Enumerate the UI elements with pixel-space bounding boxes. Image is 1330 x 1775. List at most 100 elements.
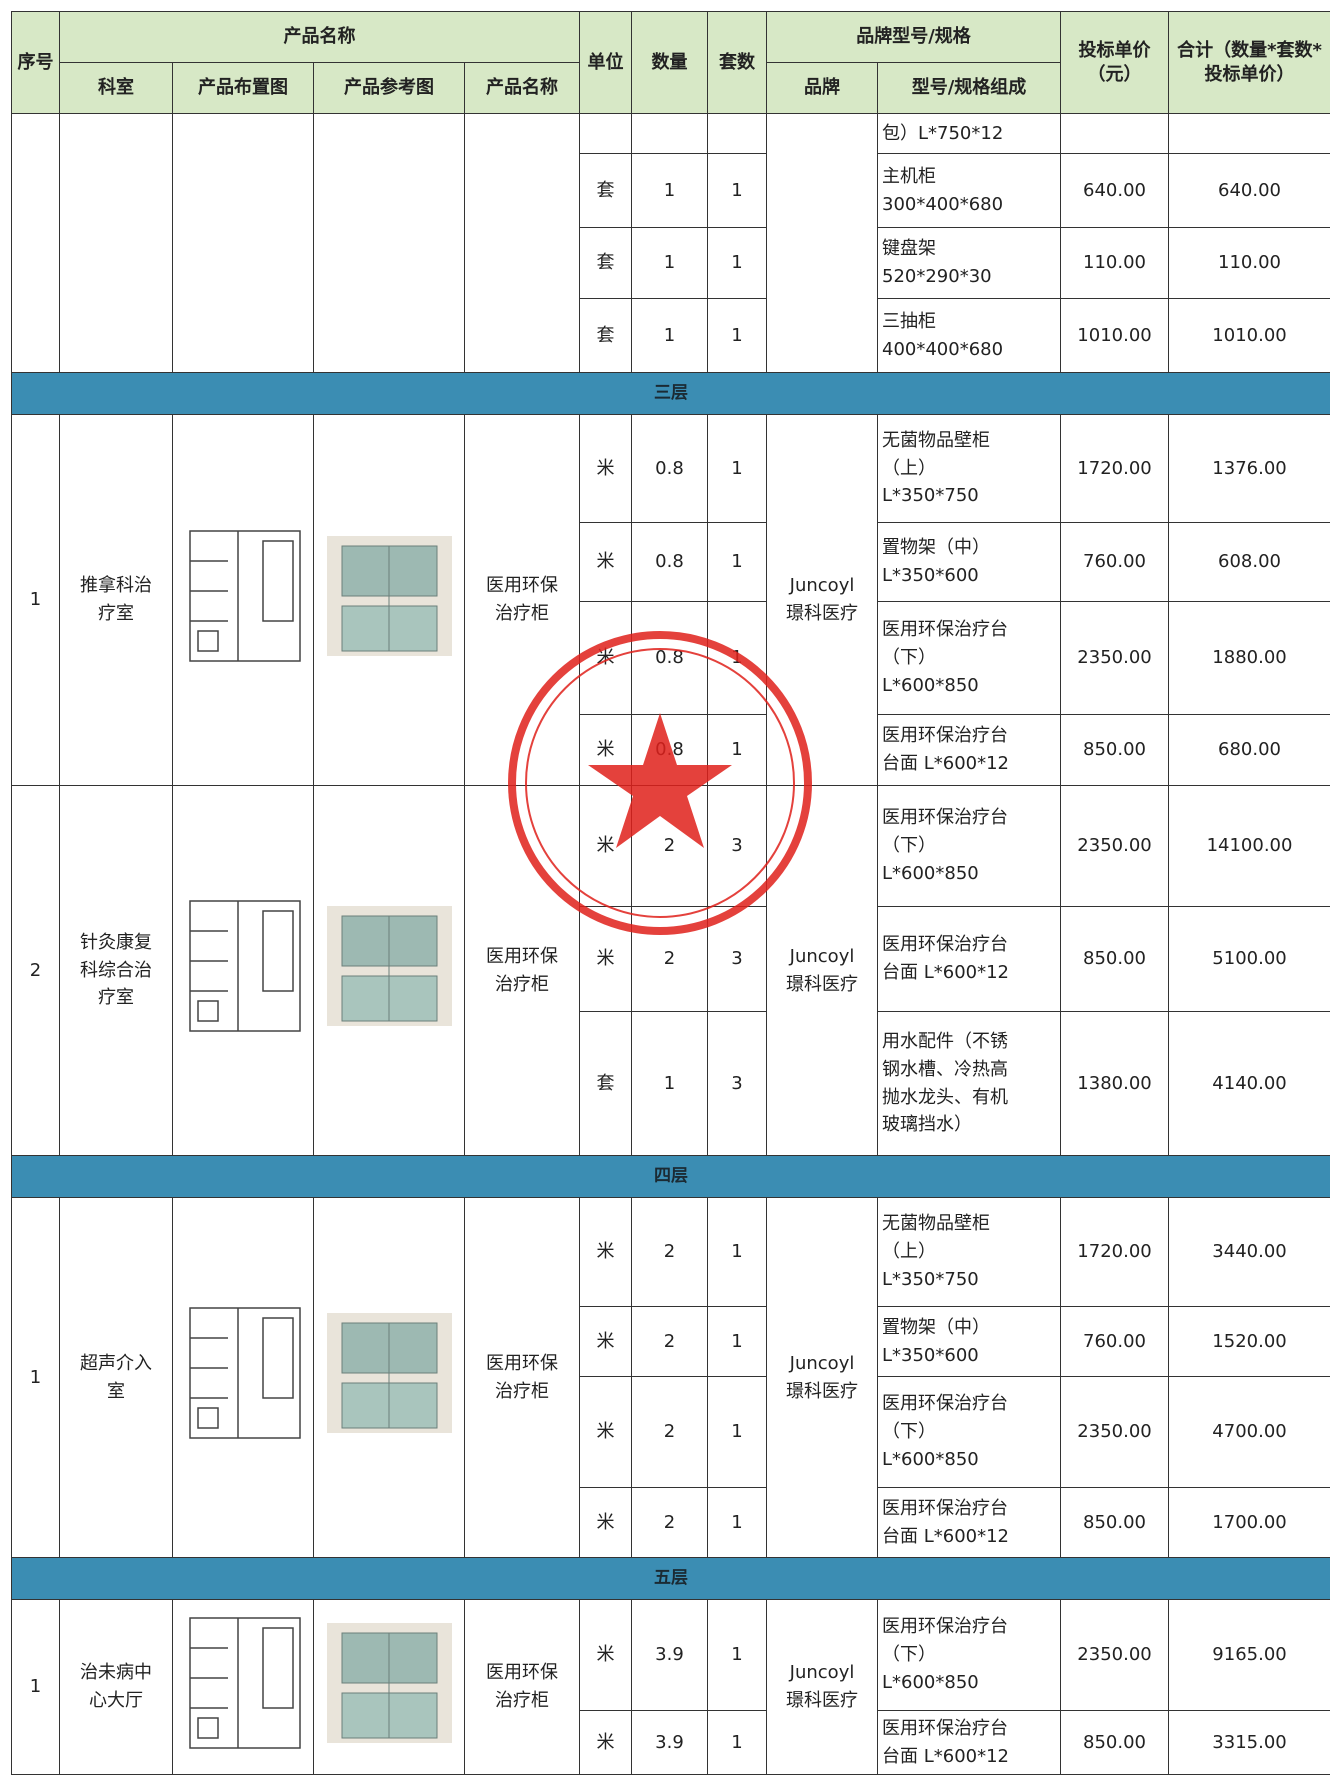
total-cell: 1520.00 bbox=[1168, 1306, 1330, 1377]
sets-cell: 1 bbox=[707, 1599, 767, 1711]
total-cell: 14100.00 bbox=[1168, 785, 1330, 907]
model-cell: 医用环保治疗台 台面 L*600*12 bbox=[876, 714, 1062, 786]
qty-cell: 1 bbox=[631, 298, 708, 373]
layout-cell bbox=[172, 1599, 314, 1775]
layout-drawing bbox=[189, 1616, 301, 1749]
brand-cell bbox=[766, 113, 878, 373]
photo-cell bbox=[313, 414, 465, 786]
price-cell: 850.00 bbox=[1060, 906, 1170, 1012]
layout-cell bbox=[172, 1197, 314, 1558]
brand-cell: Juncoyl 璟科医疗 bbox=[766, 1599, 878, 1775]
model-cell: 医用环保治疗台 台面 L*600*12 bbox=[876, 906, 1062, 1012]
header-cell: 套数 bbox=[707, 11, 767, 114]
total-cell: 1010.00 bbox=[1168, 298, 1330, 373]
price-cell: 2350.00 bbox=[1060, 1376, 1170, 1488]
model-cell: 用水配件（不锈 钢水槽、冷热高 抛水龙头、有机 玻璃挡水） bbox=[876, 1011, 1062, 1156]
model-cell: 无菌物品壁柜 （上） L*350*750 bbox=[876, 1197, 1062, 1307]
unit-cell: 米 bbox=[579, 601, 632, 715]
qty-cell bbox=[631, 113, 708, 154]
price-cell: 1010.00 bbox=[1060, 298, 1170, 373]
item-row: 1 超声介入 室医用环保 治疗柜米 2 1 Juncoyl 璟科医疗 无菌物品壁柜 （上）… bbox=[11, 1197, 1330, 1558]
product-photo bbox=[326, 535, 452, 656]
header-cell: 合计（数量*套数*投标单价） bbox=[1168, 11, 1330, 114]
sets-cell: 3 bbox=[707, 1011, 767, 1156]
sets-cell: 1 bbox=[707, 1197, 767, 1307]
qty-cell: 2 bbox=[631, 906, 708, 1012]
model-cell: 医用环保治疗台 台面 L*600*12 bbox=[876, 1487, 1062, 1558]
qty-cell: 0.8 bbox=[631, 601, 708, 715]
table-body: 包）L*750*12 套 1 1 主机柜 300*400*680 640.00 640.00… bbox=[10, 113, 1330, 1775]
qty-cell: 1 bbox=[631, 227, 708, 299]
item-row: 米 0.8 1 置物架（中） L*350*600 760.00 608.00 bbox=[12, 522, 1330, 602]
item-row: 1 推拿科治 疗室 医用环保 治疗柜米 0.8 1 Juncoyl 璟科医疗 无菌物品壁柜 … bbox=[11, 414, 1330, 786]
qty-cell: 2 bbox=[631, 785, 708, 907]
photo-cell bbox=[313, 785, 465, 1156]
unit-cell: 米 bbox=[579, 714, 632, 786]
total-cell: 5100.00 bbox=[1168, 906, 1330, 1012]
name-cell: 医用环保 治疗柜 bbox=[464, 1599, 580, 1775]
model-cell: 置物架（中） L*350*600 bbox=[876, 522, 1062, 602]
sets-cell: 1 bbox=[707, 227, 767, 299]
header-cell: 产品参考图 bbox=[313, 62, 465, 114]
seq-cell: 2 bbox=[11, 785, 60, 1156]
name-cell bbox=[464, 113, 580, 373]
item-row: 1 治未病中 心大厅 医用环保 治疗柜米 3.9 1 Juncoyl 璟科医疗 医用环保治疗… bbox=[11, 1599, 1330, 1775]
price-cell: 2350.00 bbox=[1060, 785, 1170, 907]
sets-cell: 3 bbox=[707, 906, 767, 1012]
model-cell: 主机柜 300*400*680 bbox=[876, 153, 1062, 228]
model-cell: 医用环保治疗台 （下） L*600*850 bbox=[876, 1376, 1062, 1488]
model-cell: 三抽柜 400*400*680 bbox=[876, 298, 1062, 373]
price-cell: 850.00 bbox=[1060, 1487, 1170, 1558]
section-title: 四层 bbox=[10, 1155, 1330, 1198]
model-cell: 无菌物品壁柜 （上） L*350*750 bbox=[876, 414, 1062, 523]
item-row: 套 1 3 用水配件（不锈 钢水槽、冷热高 抛水龙头、有机 玻璃挡水） 1380.00 4… bbox=[12, 1011, 1330, 1156]
unit-cell: 米 bbox=[579, 1487, 632, 1558]
total-cell: 1880.00 bbox=[1168, 601, 1330, 715]
unit-cell: 套 bbox=[579, 1011, 632, 1156]
sets-cell: 1 bbox=[707, 1710, 767, 1775]
dept-cell: 治未病中 心大厅 bbox=[59, 1599, 173, 1775]
photo-cell bbox=[313, 1197, 465, 1558]
total-cell: 4140.00 bbox=[1168, 1011, 1330, 1156]
quote-table: 序号 产品名称 单位 数量 套数 品牌型号/规格 投标单价（元） 合计（数量*套… bbox=[10, 11, 1330, 1775]
sets-cell: 1 bbox=[707, 1376, 767, 1488]
item-row: 套 1 1 主机柜 300*400*680 640.00 640.00 bbox=[12, 153, 1330, 228]
unit-cell: 米 bbox=[579, 1197, 632, 1307]
header-cell: 型号/规格组成 bbox=[876, 62, 1062, 114]
total-cell: 9165.00 bbox=[1168, 1599, 1330, 1711]
qty-cell: 2 bbox=[631, 1376, 708, 1488]
price-cell: 850.00 bbox=[1060, 714, 1170, 786]
sets-cell bbox=[707, 113, 767, 154]
section-title: 三层 bbox=[10, 372, 1330, 415]
qty-cell: 0.8 bbox=[631, 414, 708, 523]
total-cell: 3315.00 bbox=[1168, 1710, 1330, 1775]
total-cell: 1700.00 bbox=[1168, 1487, 1330, 1558]
sets-cell: 1 bbox=[707, 414, 767, 523]
seq-cell: 1 bbox=[11, 1599, 60, 1775]
price-cell: 2350.00 bbox=[1060, 601, 1170, 715]
price-cell: 1720.00 bbox=[1060, 1197, 1170, 1307]
name-cell: 医用环保 治疗柜 bbox=[464, 414, 580, 786]
brand-cell: Juncoyl 璟科医疗 bbox=[766, 414, 878, 786]
section-row: 三层 bbox=[10, 372, 1330, 415]
item-row: 米 2 1 置物架（中） L*350*600 760.00 1520.00 bbox=[12, 1306, 1330, 1377]
unit-cell: 套 bbox=[579, 153, 632, 228]
sets-cell: 1 bbox=[707, 298, 767, 373]
price-cell: 640.00 bbox=[1060, 153, 1170, 228]
sets-cell: 1 bbox=[707, 601, 767, 715]
qty-cell: 3.9 bbox=[631, 1710, 708, 1775]
total-cell: 3440.00 bbox=[1168, 1197, 1330, 1307]
total-cell: 608.00 bbox=[1168, 522, 1330, 602]
section-row: 五层 bbox=[10, 1557, 1330, 1600]
model-cell: 医用环保治疗台 台面 L*600*12 bbox=[876, 1710, 1062, 1775]
item-row: 套 1 1 三抽柜 400*400*680 1010.00 1010.00 bbox=[12, 298, 1330, 373]
unit-cell: 米 bbox=[579, 1376, 632, 1488]
model-cell: 医用环保治疗台 （下） L*600*850 bbox=[876, 1599, 1062, 1711]
header-cell: 品牌型号/规格 bbox=[765, 11, 1062, 63]
photo-cell bbox=[313, 113, 465, 373]
item-row: 套 1 1 键盘架 520*290*30 110.00 110.00 bbox=[12, 227, 1330, 299]
total-cell: 4700.00 bbox=[1168, 1376, 1330, 1488]
price-cell: 850.00 bbox=[1060, 1710, 1170, 1775]
seq-cell: 1 bbox=[11, 1197, 60, 1558]
